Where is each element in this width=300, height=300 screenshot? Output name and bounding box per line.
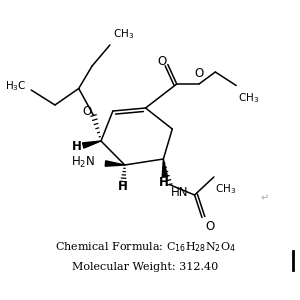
Text: H$_2$N: H$_2$N — [71, 155, 95, 170]
Text: H: H — [118, 180, 128, 193]
Text: H$_3$C: H$_3$C — [5, 80, 27, 93]
Text: O: O — [206, 220, 215, 233]
Text: CH$_3$: CH$_3$ — [215, 182, 237, 196]
Text: O: O — [158, 55, 167, 68]
Polygon shape — [82, 141, 101, 148]
Text: H: H — [72, 140, 82, 153]
Text: H: H — [159, 176, 169, 189]
Polygon shape — [105, 161, 125, 166]
Text: O: O — [194, 68, 204, 80]
Polygon shape — [162, 159, 167, 177]
Text: Molecular Weight: 312.40: Molecular Weight: 312.40 — [72, 262, 219, 272]
Text: CH$_3$: CH$_3$ — [113, 28, 135, 41]
Text: HN: HN — [171, 186, 188, 199]
Text: CH$_3$: CH$_3$ — [238, 91, 260, 105]
Text: O: O — [82, 105, 92, 119]
Text: Chemical Formula: C$_{16}$H$_{28}$N$_2$O$_4$: Chemical Formula: C$_{16}$H$_{28}$N$_2$O… — [55, 241, 236, 254]
Text: ↵: ↵ — [260, 193, 268, 203]
